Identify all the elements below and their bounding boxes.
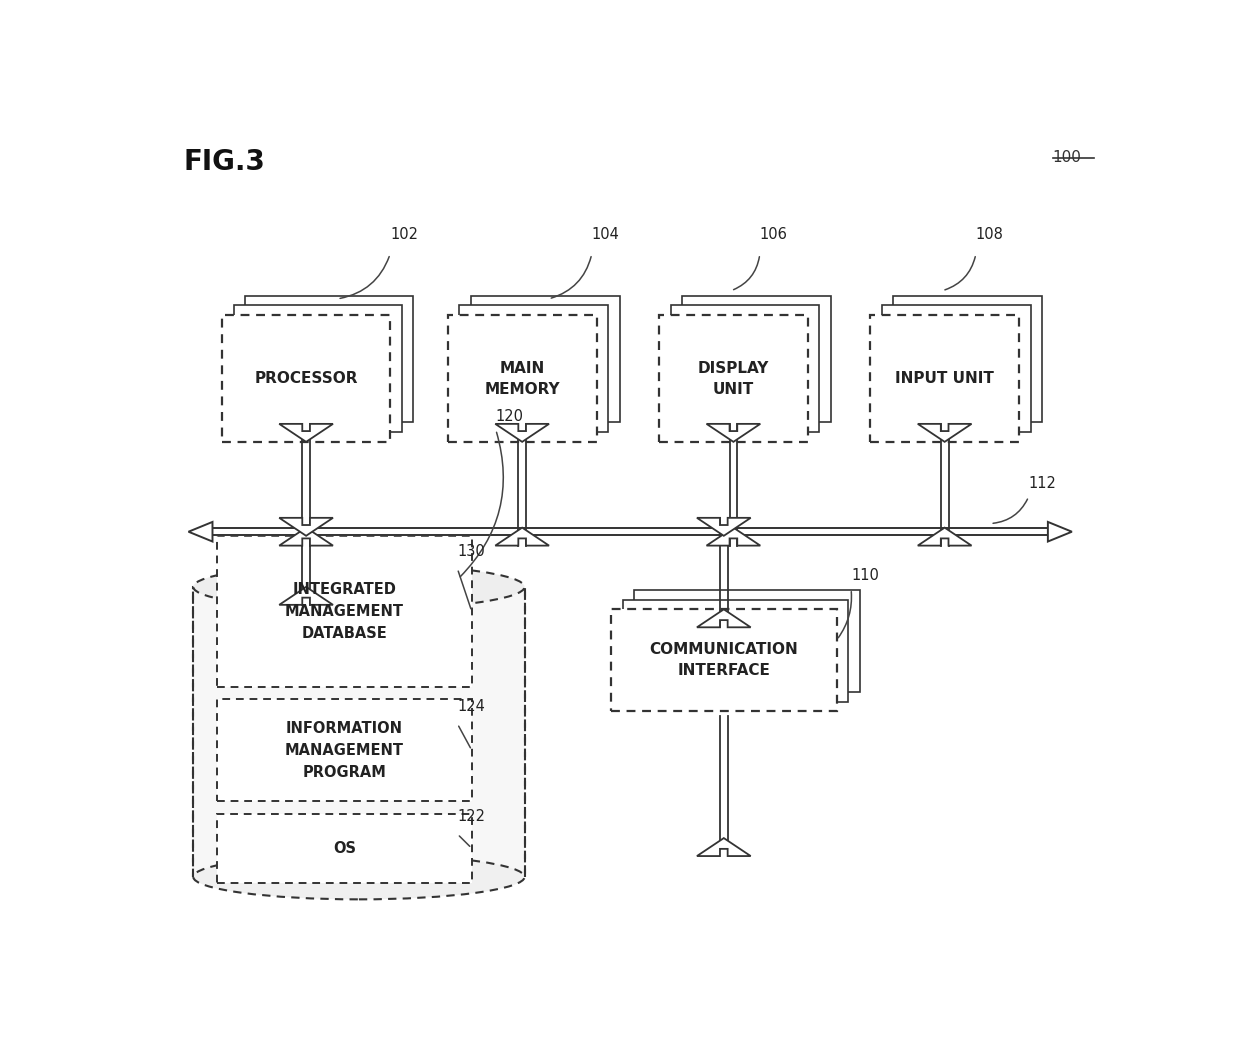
Bar — [217, 814, 472, 883]
Text: 108: 108 — [976, 227, 1004, 242]
Bar — [670, 306, 819, 432]
Polygon shape — [706, 424, 761, 441]
Text: INPUT UNIT: INPUT UNIT — [896, 371, 994, 386]
Bar — [622, 599, 849, 701]
Bar — [681, 296, 831, 422]
Text: 102: 102 — [390, 227, 418, 242]
Bar — [471, 296, 620, 422]
Text: DISPLAY
UNIT: DISPLAY UNIT — [698, 361, 769, 397]
Polygon shape — [918, 527, 971, 545]
Polygon shape — [279, 587, 333, 605]
Polygon shape — [696, 518, 751, 536]
Text: 122: 122 — [457, 810, 486, 824]
Bar — [634, 590, 860, 692]
Text: 124: 124 — [457, 699, 486, 714]
Polygon shape — [496, 424, 549, 441]
Bar — [245, 296, 413, 422]
Bar — [659, 315, 808, 441]
Text: MAIN
MEMORY: MAIN MEMORY — [484, 361, 560, 397]
Polygon shape — [188, 522, 213, 541]
Text: PROCESSOR: PROCESSOR — [254, 371, 358, 386]
Text: 120: 120 — [496, 408, 524, 424]
Polygon shape — [696, 609, 751, 627]
Polygon shape — [706, 527, 761, 545]
Text: 100: 100 — [1053, 151, 1082, 166]
Polygon shape — [279, 424, 333, 441]
Text: 110: 110 — [851, 569, 878, 584]
Bar — [217, 699, 472, 801]
Polygon shape — [496, 527, 549, 545]
Text: INTEGRATED
MANAGEMENT
DATABASE: INTEGRATED MANAGEMENT DATABASE — [285, 581, 404, 641]
Polygon shape — [1048, 522, 1072, 541]
Text: INFORMATION
MANAGEMENT
PROGRAM: INFORMATION MANAGEMENT PROGRAM — [285, 720, 404, 780]
Text: 112: 112 — [1028, 476, 1057, 491]
Bar — [611, 609, 836, 712]
Polygon shape — [279, 527, 333, 545]
Text: 130: 130 — [457, 543, 486, 559]
Bar — [217, 536, 472, 686]
Polygon shape — [918, 424, 971, 441]
Bar — [222, 315, 390, 441]
Polygon shape — [696, 838, 751, 856]
Text: 104: 104 — [592, 227, 620, 242]
Text: OS: OS — [333, 840, 356, 856]
Bar — [447, 315, 596, 441]
Bar — [460, 306, 608, 432]
Bar — [893, 296, 1042, 422]
Ellipse shape — [193, 564, 524, 609]
Bar — [234, 306, 401, 432]
Text: FIG.3: FIG.3 — [183, 147, 265, 176]
Bar — [882, 306, 1031, 432]
Ellipse shape — [193, 854, 524, 900]
Text: COMMUNICATION
INTERFACE: COMMUNICATION INTERFACE — [649, 642, 798, 678]
Bar — [870, 315, 1018, 441]
Text: 106: 106 — [760, 227, 788, 242]
Bar — [193, 587, 524, 876]
Polygon shape — [279, 518, 333, 536]
